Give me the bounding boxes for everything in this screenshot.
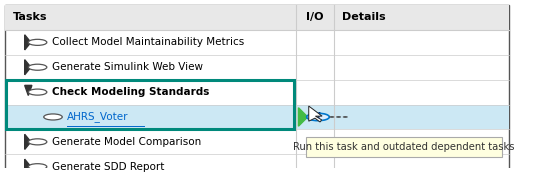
Circle shape [336,116,341,118]
Text: AHRS_Voter: AHRS_Voter [68,111,129,122]
Circle shape [28,64,47,70]
Text: Generate Simulink Web View: Generate Simulink Web View [52,62,203,72]
Polygon shape [25,35,31,50]
FancyBboxPatch shape [5,5,509,30]
Polygon shape [299,108,308,126]
Circle shape [329,116,334,118]
Text: Generate Model Comparison: Generate Model Comparison [52,137,201,147]
Text: i: i [316,112,319,122]
FancyBboxPatch shape [306,137,502,157]
Text: Generate SDD Report: Generate SDD Report [52,162,165,172]
Circle shape [44,114,62,120]
FancyBboxPatch shape [5,105,509,129]
Polygon shape [25,134,31,149]
Text: Check Modeling Standards: Check Modeling Standards [52,87,210,97]
Circle shape [343,116,348,118]
Circle shape [28,39,47,45]
Circle shape [28,164,47,170]
Polygon shape [25,60,31,75]
FancyBboxPatch shape [5,5,509,172]
Text: Run this task and outdated dependent tasks: Run this task and outdated dependent tas… [293,142,515,152]
Text: I/O: I/O [307,13,324,23]
Circle shape [28,139,47,145]
Polygon shape [309,106,322,122]
Circle shape [28,89,47,95]
Polygon shape [25,159,31,172]
Polygon shape [25,85,32,95]
Text: Details: Details [342,13,386,23]
Text: Tasks: Tasks [13,13,47,23]
Text: Collect Model Maintainability Metrics: Collect Model Maintainability Metrics [52,37,244,47]
Circle shape [307,113,329,121]
